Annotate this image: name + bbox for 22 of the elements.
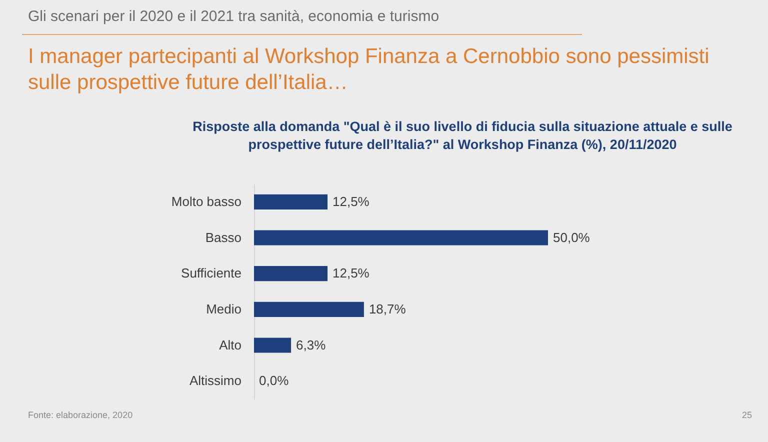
chart-subtitle: Risposte alla domanda "Qual è il suo livello di fiducia sulla situazione attuale e sulle prospettive future dell’Italia?" al Workshop Finanza (%), 20/11/2020 bbox=[192, 118, 734, 154]
y-tick-label: Alto bbox=[219, 337, 242, 352]
y-tick-label: Basso bbox=[205, 230, 242, 245]
text: Gli scenari per il 2020 e il 2021 tra sanità, economia e turismo bbox=[28, 8, 440, 25]
text: 25 bbox=[742, 410, 752, 420]
y-tick-label: Altissimo bbox=[189, 373, 242, 388]
data-label: 50,0% bbox=[553, 230, 590, 245]
bar bbox=[254, 302, 364, 317]
y-tick-label: Sufficiente bbox=[181, 266, 242, 281]
data-label: 12,5% bbox=[332, 266, 370, 281]
bar bbox=[254, 230, 548, 246]
data-label: 12,5% bbox=[332, 194, 370, 209]
source-note: Fonte: elaborazione, 2020 bbox=[28, 410, 133, 420]
bar bbox=[254, 338, 292, 353]
data-label: 6,3% bbox=[296, 337, 326, 352]
y-tick-label: Molto basso bbox=[171, 194, 242, 209]
bar bbox=[254, 266, 328, 282]
y-tick-label: Medio bbox=[206, 301, 242, 316]
data-label: 0,0% bbox=[259, 373, 290, 388]
chart-title: I manager partecipanti al Workshop Finanza a Cernobbio sono pessimisti sulle prospettive future dell’Italia… bbox=[28, 44, 710, 96]
data-label: 18,7% bbox=[368, 301, 406, 316]
bar bbox=[254, 194, 328, 210]
